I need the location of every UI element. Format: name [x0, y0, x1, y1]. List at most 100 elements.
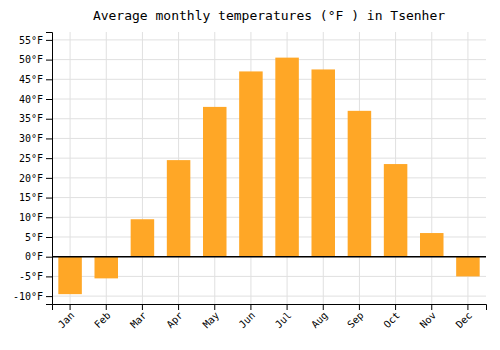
bar [239, 71, 263, 256]
x-tick: Jun [237, 304, 258, 330]
y-grid-line [52, 138, 486, 139]
y-tick-label: 0°F [25, 251, 43, 262]
x-tick-mark [70, 304, 71, 310]
x-tick: Apr [164, 304, 185, 330]
y-tick: 35°F [19, 113, 52, 124]
y-tick: 55°F [19, 35, 52, 46]
y-tick-label: 20°F [19, 173, 43, 184]
y-tick-label: 15°F [19, 192, 43, 203]
y-tick-label: 30°F [19, 133, 43, 144]
y-tick-label: 55°F [19, 35, 43, 46]
x-tick-label: Nov [418, 310, 439, 331]
y-tick: 5°F [25, 232, 52, 243]
title: Average monthly temperatures (°F ) in Ts… [93, 8, 445, 23]
y-grid-line [52, 118, 486, 119]
x-tick-label: Apr [164, 310, 185, 331]
x-tick-mark [250, 304, 251, 310]
x-tick: Oct [381, 304, 402, 330]
x-grid-line [431, 32, 432, 304]
y-tick-mark [46, 79, 52, 80]
y-grid-line [52, 59, 486, 60]
y-tick-mark [46, 296, 52, 297]
y-tick-mark [46, 138, 52, 139]
bar [167, 160, 191, 257]
y-grid-line [52, 99, 486, 100]
x-tick-label: Sep [345, 310, 366, 331]
zero-line [52, 256, 486, 258]
y-tick: 0°F [25, 251, 52, 262]
x-tick: Jan [56, 304, 77, 330]
y-grid-line [52, 177, 486, 178]
x-tick-label: May [201, 310, 222, 331]
x-tick-label: Oct [381, 310, 402, 331]
y-axis-line [46, 33, 53, 305]
x-tick: Nov [418, 304, 439, 330]
bars [52, 58, 486, 295]
x-tick-mark [431, 304, 432, 310]
plot: -10°F -5°F 0°F 5°F 10°F 15°F 20°F 25°F 30°F 35°F 4… [13, 32, 487, 330]
y-tick-mark [46, 178, 52, 179]
bar [131, 219, 155, 256]
x-tick-label: Dec [454, 310, 475, 331]
y-grid-line [52, 197, 486, 198]
y-tick-label: 10°F [19, 212, 43, 223]
y-grid-line [52, 256, 486, 257]
x-tick-label: Mar [128, 310, 149, 331]
y-tick: -10°F [13, 291, 52, 302]
y-tick: -5°F [19, 271, 52, 282]
y-tick: 20°F [19, 173, 52, 184]
y-tick-label: 25°F [19, 153, 43, 164]
bar [456, 257, 480, 277]
x-tick: Feb [92, 304, 113, 330]
y-grid-line [52, 79, 486, 80]
x-tick-mark [359, 304, 360, 310]
x-axis-line [53, 305, 487, 311]
y-tick-label: -10°F [13, 291, 43, 302]
y-grid-line [52, 39, 486, 40]
y-grid-line [52, 217, 486, 218]
bar [311, 69, 335, 256]
x-tick-mark [323, 304, 324, 310]
grid [52, 32, 486, 304]
x-tick-mark [178, 304, 179, 310]
y-tick-mark [46, 198, 52, 199]
x-tick-label: Jun [237, 310, 258, 331]
y-tick-mark [46, 119, 52, 120]
x-tick-label: Feb [92, 310, 113, 331]
y-tick-mark [46, 40, 52, 41]
y-tick: 10°F [19, 212, 52, 223]
y-tick-label: 5°F [25, 232, 43, 243]
y-tick: 45°F [19, 74, 52, 85]
x-tick-label: Jan [56, 310, 77, 331]
x-tick: Dec [454, 304, 475, 330]
y-grid-line [52, 158, 486, 159]
y-tick-mark [46, 276, 52, 277]
x-tick-mark [214, 304, 215, 310]
y-axis: -10°F -5°F 0°F 5°F 10°F 15°F 20°F 25°F 30°F 35°F 4… [13, 33, 53, 305]
x-tick: Mar [128, 304, 149, 330]
bar [420, 233, 444, 257]
y-tick-label: 45°F [19, 74, 43, 85]
bar [348, 111, 372, 257]
bar [384, 164, 408, 257]
y-tick: 30°F [19, 133, 52, 144]
y-tick: 25°F [19, 153, 52, 164]
y-tick-label: 35°F [19, 113, 43, 124]
y-tick: 50°F [19, 54, 52, 65]
x-tick-label: Aug [309, 310, 330, 331]
y-tick-mark [46, 217, 52, 218]
y-tick-mark [46, 237, 52, 238]
y-tick-mark [46, 257, 52, 258]
bar [94, 257, 118, 279]
bar [58, 257, 82, 294]
x-tick-label: Jul [273, 310, 294, 331]
x-tick-mark [106, 304, 107, 310]
x-axis: Jan Feb Mar Apr May Jun Jul Aug Sep Oct Nov Dec [53, 304, 487, 330]
x-tick: Aug [309, 304, 330, 330]
y-tick-label: 50°F [19, 54, 43, 65]
y-tick: 40°F [19, 94, 52, 105]
y-tick-mark [46, 158, 52, 159]
y-tick-mark [46, 60, 52, 61]
x-tick-mark [287, 304, 288, 310]
x-grid-line [142, 32, 143, 304]
